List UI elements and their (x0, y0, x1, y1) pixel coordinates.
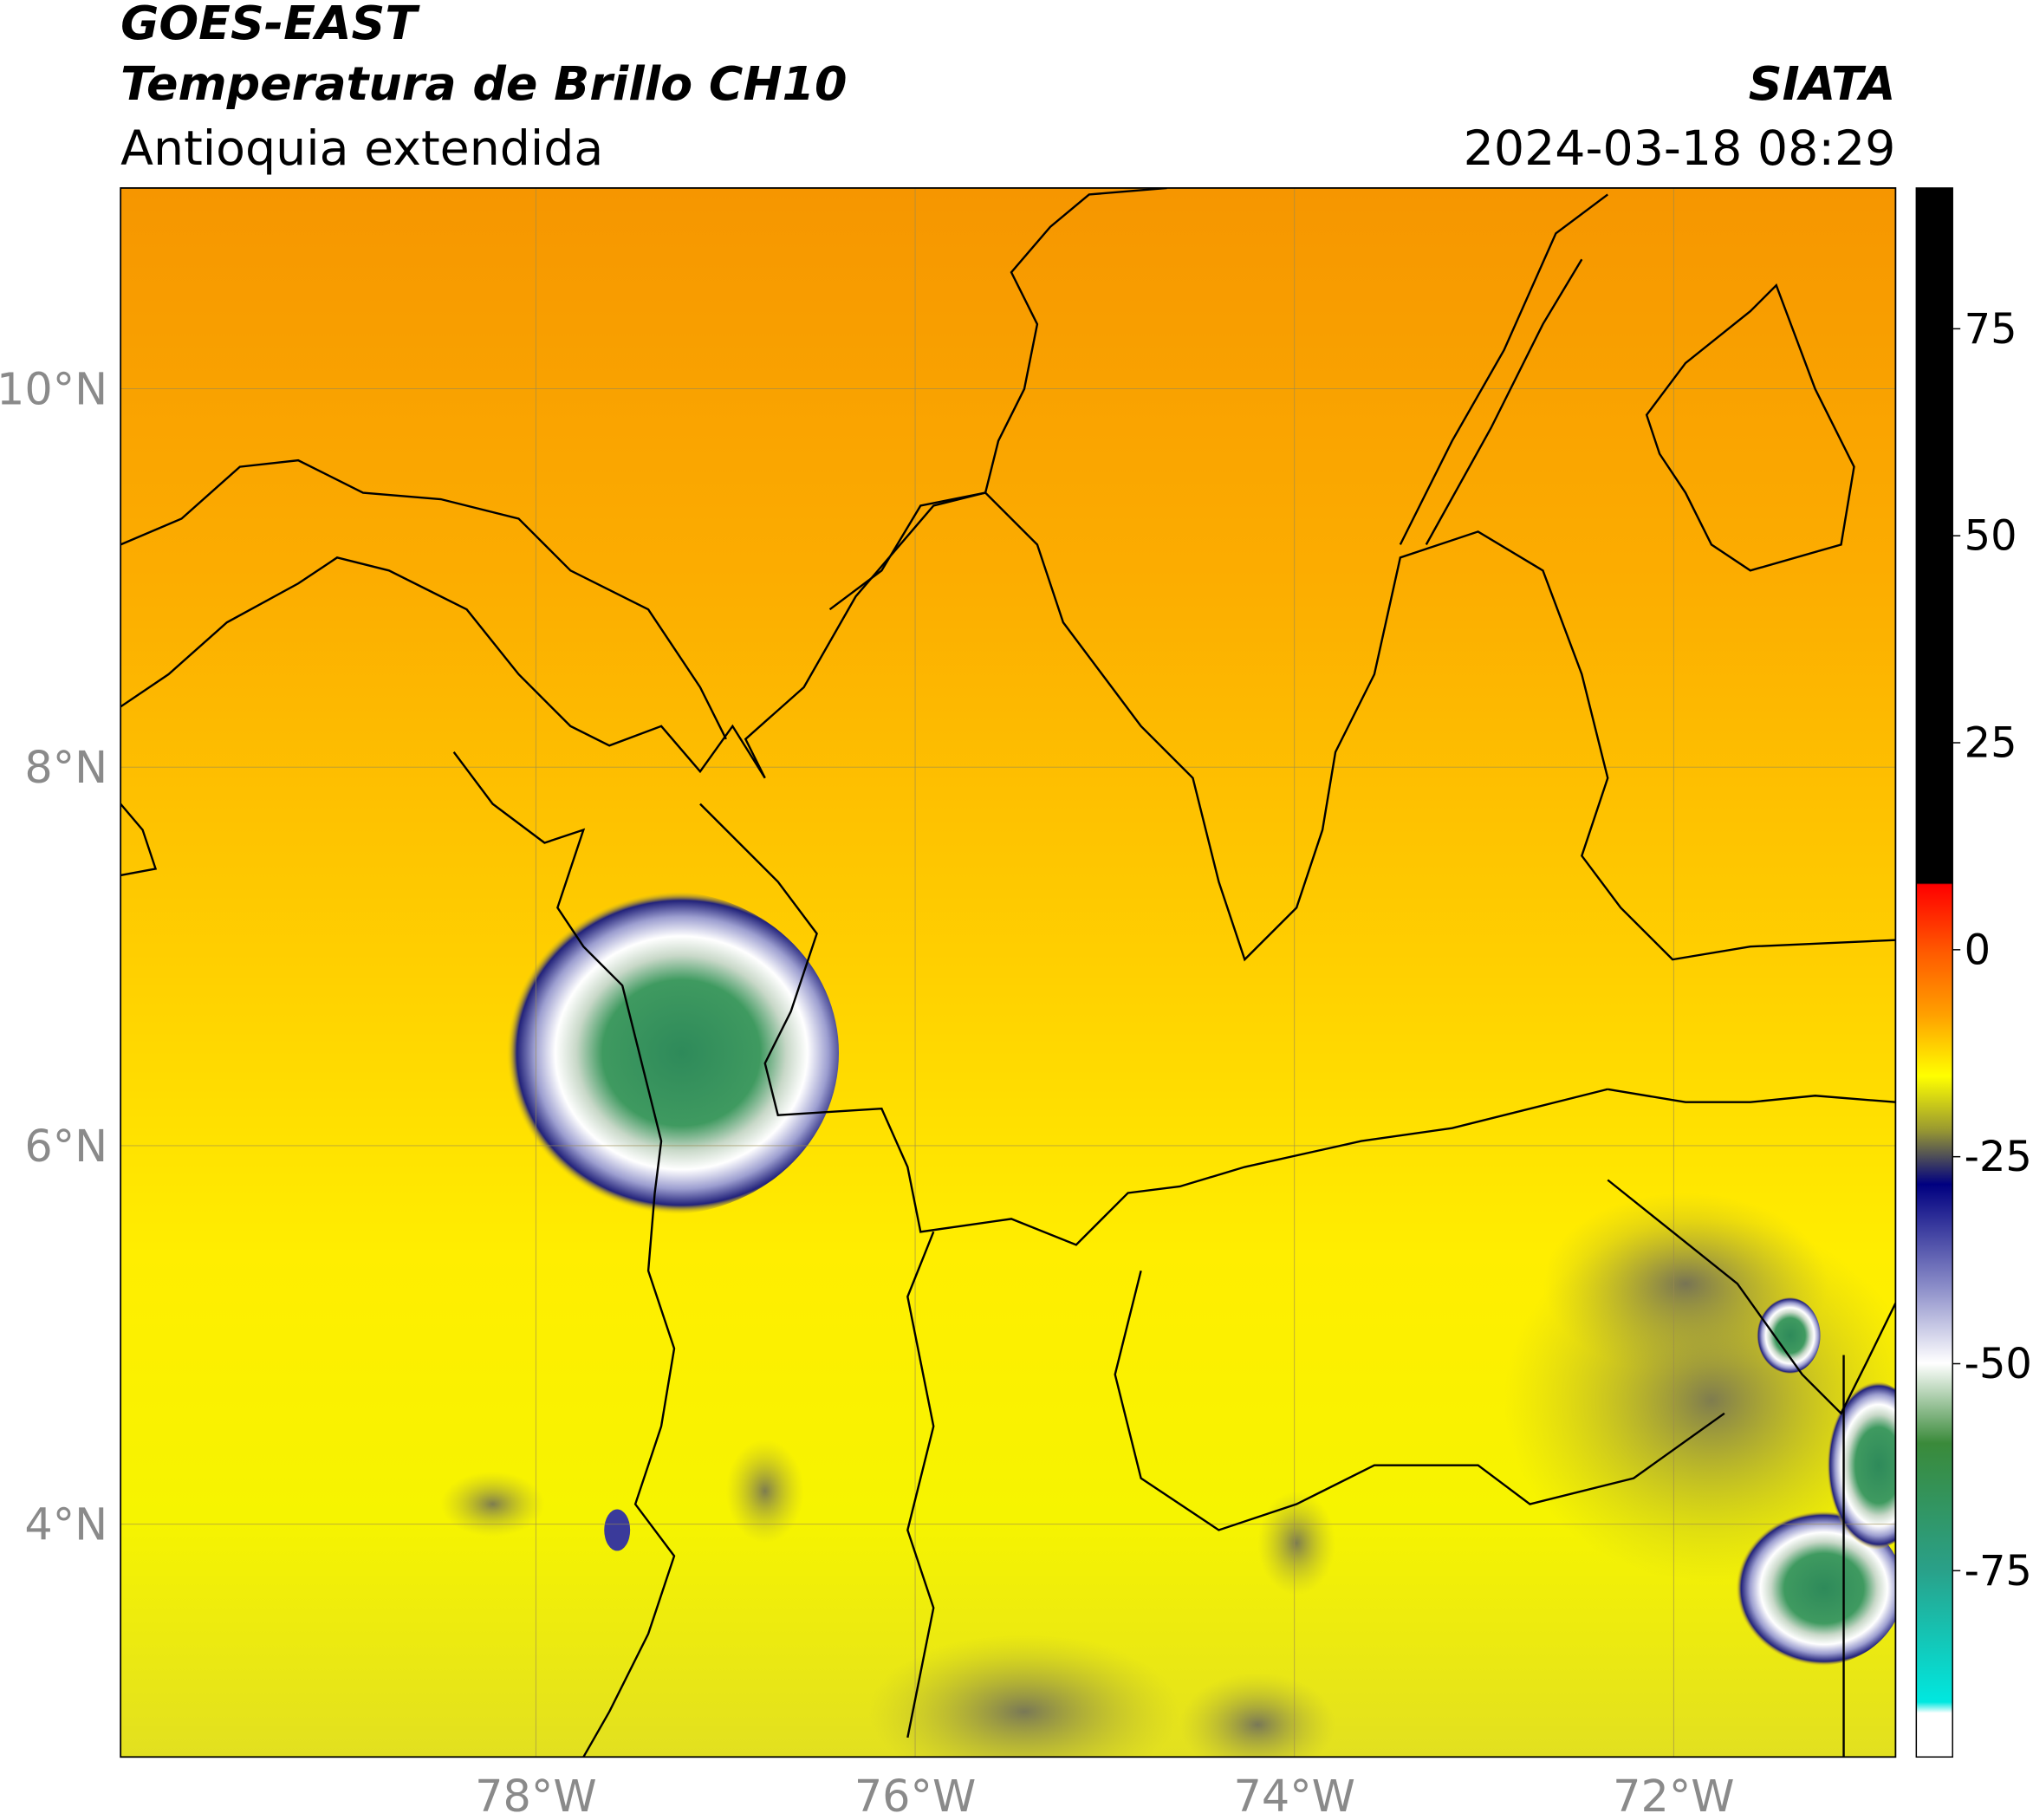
colorbar-tick-label: -50 (1965, 1341, 2032, 1388)
colorbar-tick-label: 50 (1965, 513, 2017, 561)
border-line (1645, 283, 1855, 572)
cloud-haze (1179, 1673, 1336, 1758)
storm-cell (1726, 1511, 1896, 1667)
storm-cell (1822, 1381, 1896, 1550)
border-line (1399, 193, 1608, 545)
border-line (699, 803, 1608, 1246)
border-line (828, 491, 1896, 962)
cloud-haze (725, 1439, 804, 1544)
subtitle: Temperatura de Brillo CH10 (120, 56, 847, 111)
colorbar-tick-label: 0 (1965, 926, 1991, 974)
coastline (120, 458, 727, 740)
cloud-haze (1257, 1491, 1336, 1596)
region: Antioquia extendida (120, 121, 603, 177)
y-tick-label: 4°N (24, 1499, 107, 1550)
storm-cell (489, 890, 840, 1215)
y-tick-label: 6°N (24, 1121, 107, 1172)
colorbar-tick-label: 75 (1965, 306, 2017, 354)
colorbar-tick-label: 25 (1965, 719, 2017, 767)
y-tick-label: 8°N (24, 742, 107, 793)
colorbar-tick-label: -75 (1965, 1548, 2032, 1596)
y-tick-label: 10°N (0, 363, 107, 414)
colorbar (1915, 187, 1953, 1758)
title: GOES-EAST (120, 0, 420, 50)
storm-cell (1752, 1297, 1821, 1375)
map-area (120, 187, 1896, 1758)
storm-cell (604, 1509, 631, 1551)
colorbar-tick-label: -25 (1965, 1134, 2032, 1181)
border-line (1608, 1088, 1896, 1103)
datetime: 2024-03-18 08:29 (1464, 121, 1896, 177)
border-line (452, 751, 676, 1758)
cloud-haze (440, 1472, 545, 1537)
x-tick-label: 72°W (1613, 1771, 1734, 1820)
map-frame (120, 187, 1897, 1758)
source: SIATA (1749, 56, 1896, 111)
x-tick-label: 76°W (854, 1771, 976, 1820)
coastline (120, 803, 158, 877)
border-line (1607, 1179, 1896, 1415)
x-tick-label: 74°W (1233, 1771, 1354, 1820)
cloud-haze (868, 1634, 1180, 1758)
coastline (120, 187, 1167, 779)
x-tick-label: 78°W (475, 1771, 596, 1820)
border-line (906, 1231, 1725, 1739)
